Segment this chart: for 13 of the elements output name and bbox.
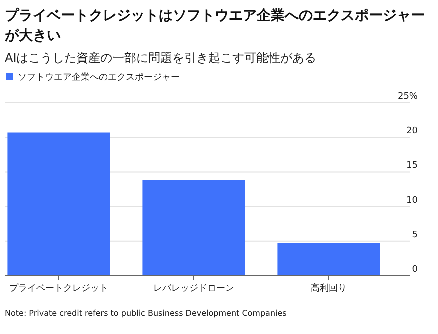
y-tick-label: 10 <box>406 196 418 206</box>
text: Note: Private credit refers to public Business Development Companies <box>5 309 287 318</box>
chart-subtitle: AIはこうした資産の一部に問題を引き起こす可能性がある <box>5 51 317 65</box>
legend-label: ソフトウエア企業へのエクスポージャー <box>18 72 180 83</box>
x-tick-label: 高利回り <box>311 283 347 294</box>
chart-title: プライベートクレジットはソフトウエア企業へのエクスポージャーが大きい <box>4 7 425 44</box>
y-tick-label: 5 <box>412 230 418 240</box>
x-tick-label: プライベートクレジット <box>10 283 108 294</box>
y-tick-label: 20 <box>406 126 418 137</box>
x-tick-label: レバレッジドローン <box>154 284 234 294</box>
y-tick-label: 0 <box>412 265 418 275</box>
y-tick-label: 15 <box>406 161 418 172</box>
y-tick-label: 25% <box>398 92 418 102</box>
